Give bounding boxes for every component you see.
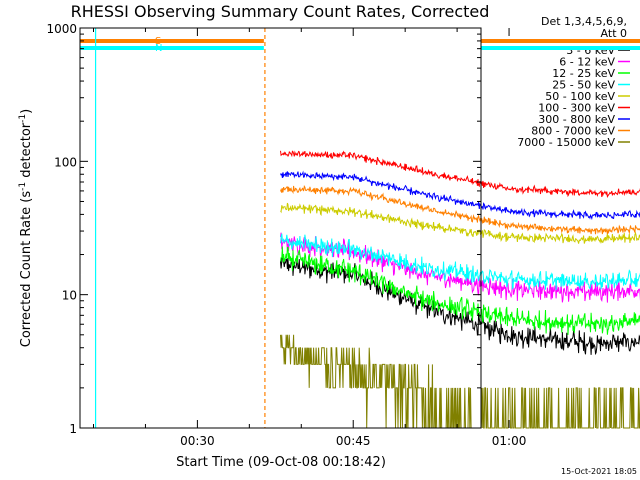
y-axis-label-part1: Corrected Count Rate (s xyxy=(19,191,34,348)
legend-label-8: 7000 - 15000 keV xyxy=(517,136,615,149)
legend-label-7: 800 - 7000 keV xyxy=(531,125,615,138)
y-axis-label: Corrected Count Rate (s-1 detector-1) xyxy=(18,109,34,347)
series-1 xyxy=(280,232,640,303)
legend-label-1: 6 - 12 keV xyxy=(559,56,615,69)
series-line-8 xyxy=(280,334,640,429)
series-line-1 xyxy=(280,232,640,303)
y-axis-label-exp1: -1 xyxy=(18,182,28,191)
plot-frame xyxy=(79,27,482,429)
x-tick-label-0: 00:30 xyxy=(180,434,215,448)
legend-header-line2: Att 0 xyxy=(601,27,627,40)
legend-label-4: 50 - 100 keV xyxy=(545,90,615,103)
y-tick-label-1: 10 xyxy=(62,289,77,303)
y-axis-label-part3: ) xyxy=(19,109,34,114)
series-line-4 xyxy=(280,202,640,245)
series-line-0 xyxy=(280,252,640,356)
series-3 xyxy=(280,233,640,291)
series-line-6 xyxy=(280,170,640,221)
x-axis-label: Start Time (09-Oct-08 00:18:42) xyxy=(176,455,386,470)
y-axis: 1 10 100 1000 xyxy=(46,22,481,436)
chart-title: RHESSI Observing Summary Count Rates, Co… xyxy=(71,2,490,21)
vertical-time-markers xyxy=(94,28,266,428)
series-4 xyxy=(280,202,640,245)
series-line-5 xyxy=(280,150,640,199)
series-2 xyxy=(280,246,640,335)
series-0 xyxy=(280,252,640,356)
series-8 xyxy=(280,334,640,429)
y-tick-label-3: 1000 xyxy=(46,22,77,36)
series-layer xyxy=(280,150,640,429)
attenuator-state-bars xyxy=(80,39,640,50)
y-tick-label-2: 100 xyxy=(54,155,77,169)
x-tick-label-2: 01:00 xyxy=(492,434,527,448)
legend-label-2: 12 - 25 keV xyxy=(552,67,615,80)
x-tick-label-1: 00:45 xyxy=(336,434,371,448)
series-7 xyxy=(280,184,640,235)
y-tick-label-0: 1 xyxy=(69,422,77,436)
series-line-2 xyxy=(280,246,640,335)
footer-timestamp: 15-Oct-2021 18:05 xyxy=(561,467,637,476)
marker-label-S: S xyxy=(155,36,161,47)
state-marker-labels: SN xyxy=(155,36,162,54)
legend-header-line1: Det 1,3,4,5,6,9, xyxy=(541,15,627,28)
legend-label-6: 300 - 800 keV xyxy=(538,113,615,126)
series-6 xyxy=(280,170,640,221)
marker-label-N: N xyxy=(155,43,162,54)
series-line-3 xyxy=(280,233,640,291)
legend-label-5: 100 - 300 keV xyxy=(538,102,615,115)
y-axis-label-part2: detector xyxy=(19,122,34,182)
series-5 xyxy=(280,150,640,199)
series-line-7 xyxy=(280,184,640,235)
legend-label-3: 25 - 50 keV xyxy=(552,79,615,92)
y-axis-label-exp2: -1 xyxy=(18,114,28,123)
